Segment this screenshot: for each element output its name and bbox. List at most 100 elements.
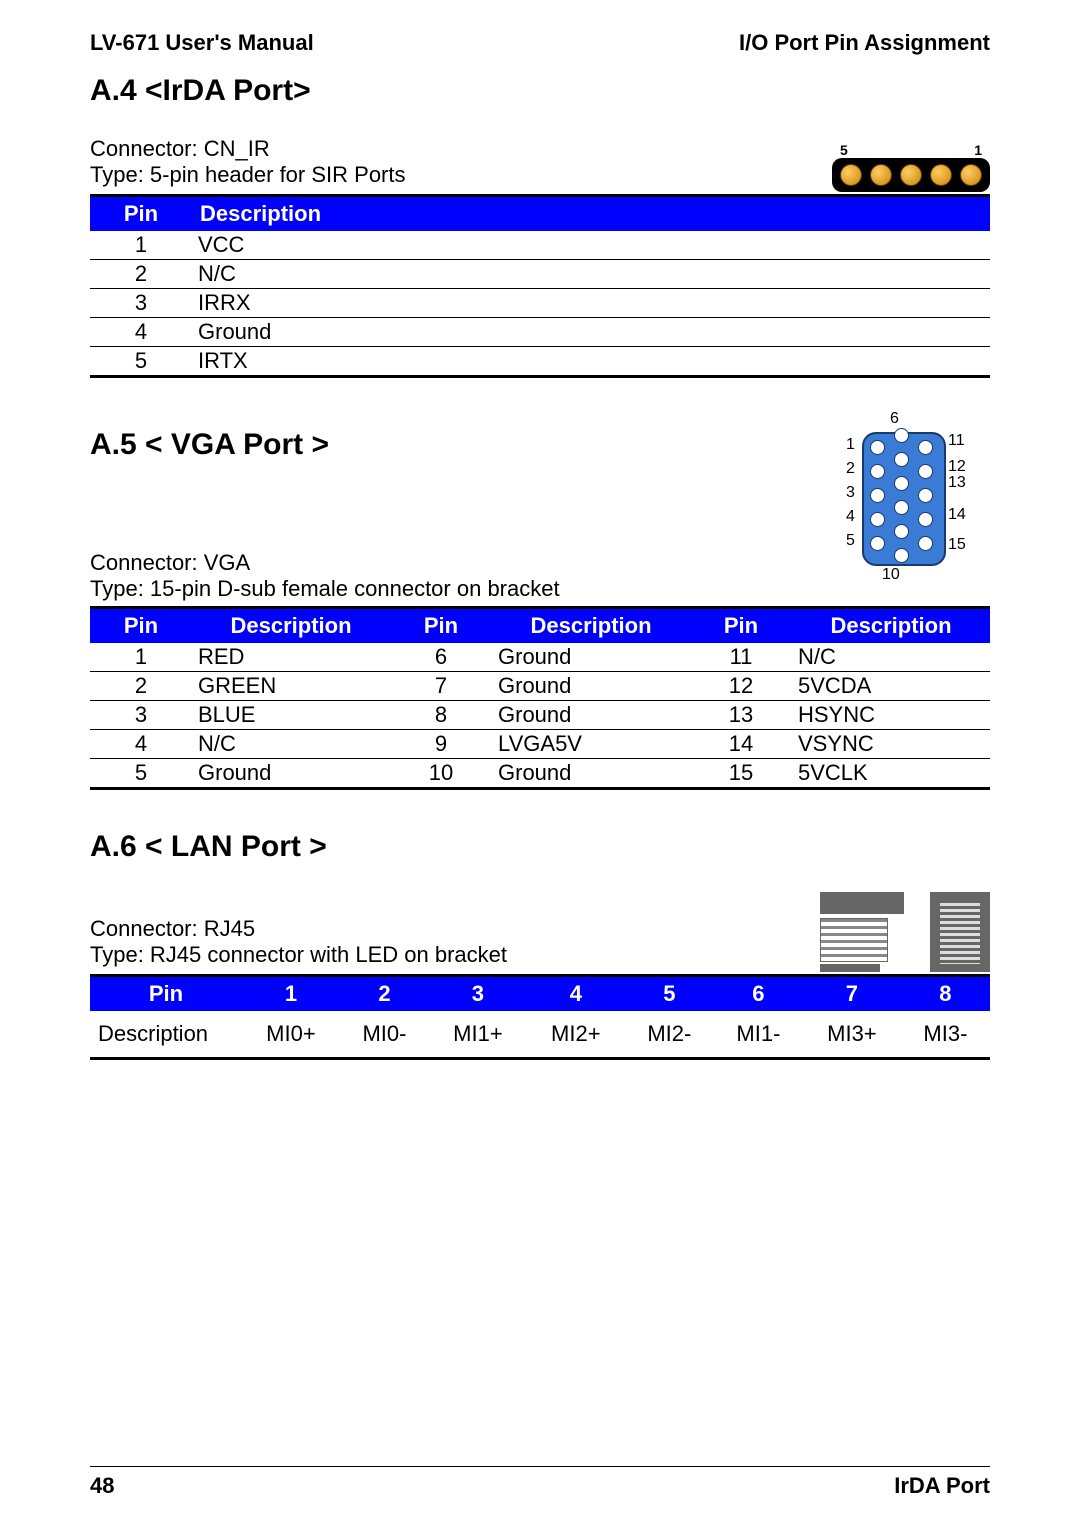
cell-desc: IRRX [192,289,406,318]
col-pin: Pin [90,196,192,232]
cell-desc: N/C [192,730,390,759]
lan-table: Pin 1 2 3 4 5 6 7 8 Description MI0+ MI0… [90,974,990,1060]
col-pin: Pin [90,608,192,644]
cell-pin: 11 [690,643,792,672]
vga-table: Pin Description Pin Description Pin Desc… [90,606,990,790]
col-pin: Pin [390,608,492,644]
page-footer: 48 IrDA Port [90,1466,990,1499]
manual-title: LV-671 User's Manual [90,30,314,56]
connector-type: Type: RJ45 connector with LED on bracket [90,942,507,968]
cell-desc: 5VCLK [792,759,990,789]
row-label: Description [90,1011,242,1059]
col-pin: Pin [90,976,242,1012]
cell-filler [406,231,990,260]
cell-pin: 4 [90,730,192,759]
section-title-lan: A.6 < LAN Port > [90,830,990,864]
cell-pin: 15 [690,759,792,789]
cell-pin: 8 [390,701,492,730]
col-3: 3 [429,976,527,1012]
col-4: 4 [527,976,625,1012]
cell-pin: 4 [90,318,192,347]
vga-lbl: 4 [846,508,855,526]
cell-pin: 13 [690,701,792,730]
cell-filler [406,347,990,377]
cell: MI2- [625,1011,714,1059]
table-row: 1VCC [90,231,990,260]
pin-dot [840,164,862,186]
cell-desc: LVGA5V [492,730,690,759]
rj45-icon [812,892,990,972]
cell: MI2+ [527,1011,625,1059]
cell-desc: N/C [192,260,406,289]
cell-desc: IRTX [192,347,406,377]
footer-section: IrDA Port [894,1473,990,1499]
table-row: 3BLUE8Ground13HSYNC [90,701,990,730]
cell-pin: 14 [690,730,792,759]
pin-dot [960,164,982,186]
cell: MI3- [901,1011,990,1059]
chapter-title: I/O Port Pin Assignment [739,30,990,56]
cell-pin: 3 [90,701,192,730]
table-row: 5IRTX [90,347,990,377]
cell-desc: RED [192,643,390,672]
vga-lbl: 3 [846,484,855,502]
col-8: 8 [901,976,990,1012]
cell-desc: HSYNC [792,701,990,730]
vga-connector-icon: 1 2 3 4 5 6 10 11 12 13 14 15 [820,418,990,578]
col-desc: Description [192,196,406,232]
cell-desc: Ground [192,318,406,347]
connector-name: VGA [204,550,250,575]
table-row: 3IRRX [90,289,990,318]
col-7: 7 [803,976,901,1012]
irda-connector-row: Connector: CN_IR Type: 5-pin header for … [90,136,990,192]
col-desc: Description [792,608,990,644]
page-header: LV-671 User's Manual I/O Port Pin Assign… [90,30,990,56]
lan-connector-row: Connector: RJ45 Type: RJ45 connector wit… [90,892,990,972]
connector-label: Connector: [90,550,204,575]
cell-desc: Ground [492,759,690,789]
cell-pin: 1 [90,643,192,672]
connector-type: Type: 15-pin D-sub female connector on b… [90,576,560,602]
pin-dot [900,164,922,186]
col-6: 6 [714,976,803,1012]
pin-dot [930,164,952,186]
cell-pin: 2 [90,260,192,289]
pin-dot [870,164,892,186]
col-5: 5 [625,976,714,1012]
table-row: 1RED6Ground11N/C [90,643,990,672]
cell-desc: Ground [492,643,690,672]
col-desc: Description [192,608,390,644]
vga-lbl: 13 [948,474,966,492]
cell-pin: 3 [90,289,192,318]
cell-pin: 5 [90,347,192,377]
vga-lbl: 11 [948,432,965,450]
vga-lbl: 1 [846,436,855,454]
table-row: 2N/C [90,260,990,289]
connector-name: CN_IR [204,136,270,161]
vga-lbl: 6 [890,410,899,428]
connector-label: Connector: [90,136,204,161]
cell-desc: 5VCDA [792,672,990,701]
rj45-side-icon [812,892,912,972]
page: LV-671 User's Manual I/O Port Pin Assign… [0,0,1080,1529]
table-row: 4N/C9LVGA5V14VSYNC [90,730,990,759]
cell: MI3+ [803,1011,901,1059]
cell-desc: VCC [192,231,406,260]
table-row: 5Ground10Ground155VCLK [90,759,990,789]
cell: MI0- [340,1011,429,1059]
page-number: 48 [90,1473,114,1499]
cell-pin: 5 [90,759,192,789]
cell-desc: BLUE [192,701,390,730]
section-title-vga: A.5 < VGA Port > [90,428,560,462]
pin-label-5: 5 [840,142,848,158]
cell-pin: 6 [390,643,492,672]
cell-pin: 7 [390,672,492,701]
cell-pin: 9 [390,730,492,759]
connector-name: RJ45 [204,916,255,941]
cell-desc: N/C [792,643,990,672]
cell-desc: Ground [492,672,690,701]
irda-table: Pin Description 1VCC2N/C3IRRX4Ground5IRT… [90,194,990,378]
table-row: 4Ground [90,318,990,347]
col-1: 1 [242,976,340,1012]
cell: MI1- [714,1011,803,1059]
